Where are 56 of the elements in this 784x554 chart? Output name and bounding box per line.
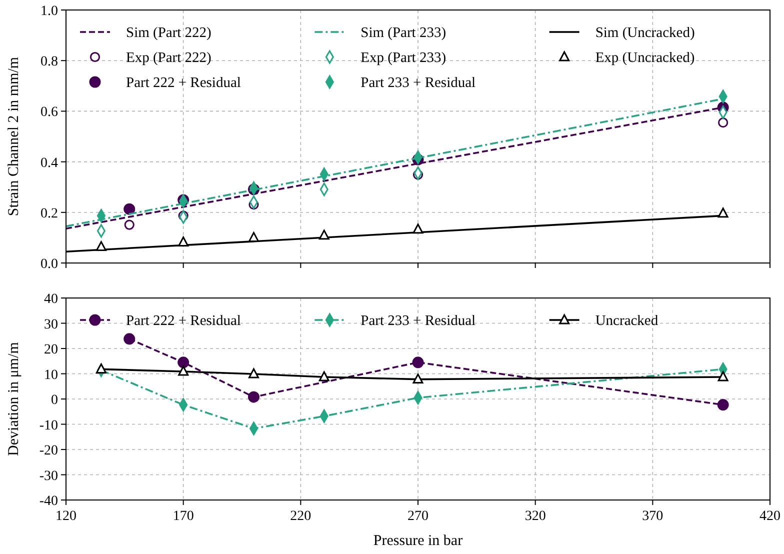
point (248, 232, 259, 242)
point (412, 224, 424, 234)
legend-label: Part 233 + Residual (360, 75, 476, 91)
point (178, 236, 189, 247)
y-tick-label: -10 (39, 418, 58, 434)
point (248, 368, 259, 378)
point (718, 371, 728, 382)
legend-label: Part 222 + Residual (126, 313, 241, 329)
y-tick-label: -40 (39, 494, 58, 509)
x-tick-label: 370 (642, 509, 664, 524)
point (412, 356, 424, 368)
point (124, 203, 136, 215)
y-tick-label: 10 (44, 368, 58, 383)
y-tick-label: 0.0 (40, 257, 58, 272)
y-tick-label: 40 (44, 292, 58, 307)
y-tick-label: 30 (44, 317, 58, 332)
y-tick-label: 0.6 (40, 105, 58, 120)
legend-label: Part 222 + Residual (126, 75, 241, 91)
y-tick-label: 20 (44, 342, 58, 358)
point (96, 363, 106, 374)
y-tick-label: 0 (51, 393, 58, 408)
point (717, 399, 729, 411)
point (718, 118, 728, 128)
point (718, 208, 728, 218)
legend-label: Exp (Uncracked) (595, 50, 695, 66)
x-tick-label: 320 (524, 509, 546, 524)
y-tick-label: 1.0 (40, 4, 58, 19)
y-axis-title: Strain Channel 2 in mm/m (6, 56, 22, 216)
legend-label: Uncracked (595, 313, 659, 329)
x-tick-label: 270 (408, 509, 428, 524)
legend-label: Sim (Uncracked) (595, 25, 695, 41)
legend-label: Sim (Part 233) (360, 25, 446, 41)
point (124, 220, 134, 230)
y-tick-label: 0.2 (40, 206, 58, 222)
y-axis-title: Deviation in μm/m (6, 342, 22, 456)
y-tick-label: 0.8 (40, 54, 58, 70)
y-tick-label: -20 (39, 444, 58, 458)
y-tick-label: -30 (39, 468, 58, 484)
point (178, 356, 190, 368)
legend-label: Exp (Part 222) (126, 50, 212, 66)
x-tick-label: 120 (56, 509, 76, 524)
x-tick-label: 420 (760, 509, 780, 524)
point (318, 371, 330, 382)
y-tick-label: 0.4 (40, 156, 58, 171)
point (178, 366, 189, 376)
point (124, 333, 136, 345)
point (96, 241, 106, 252)
legend-label: Sim (Part 222) (126, 25, 212, 41)
legend-label: Part 233 + Residual (360, 313, 476, 329)
x-axis-title: Pressure in bar (373, 533, 463, 549)
x-tick-label: 170 (172, 509, 194, 524)
point (412, 374, 424, 384)
x-tick-label: 220 (290, 509, 312, 524)
legend-label: Exp (Part 233) (360, 50, 446, 66)
point (318, 230, 330, 240)
point (248, 391, 260, 403)
